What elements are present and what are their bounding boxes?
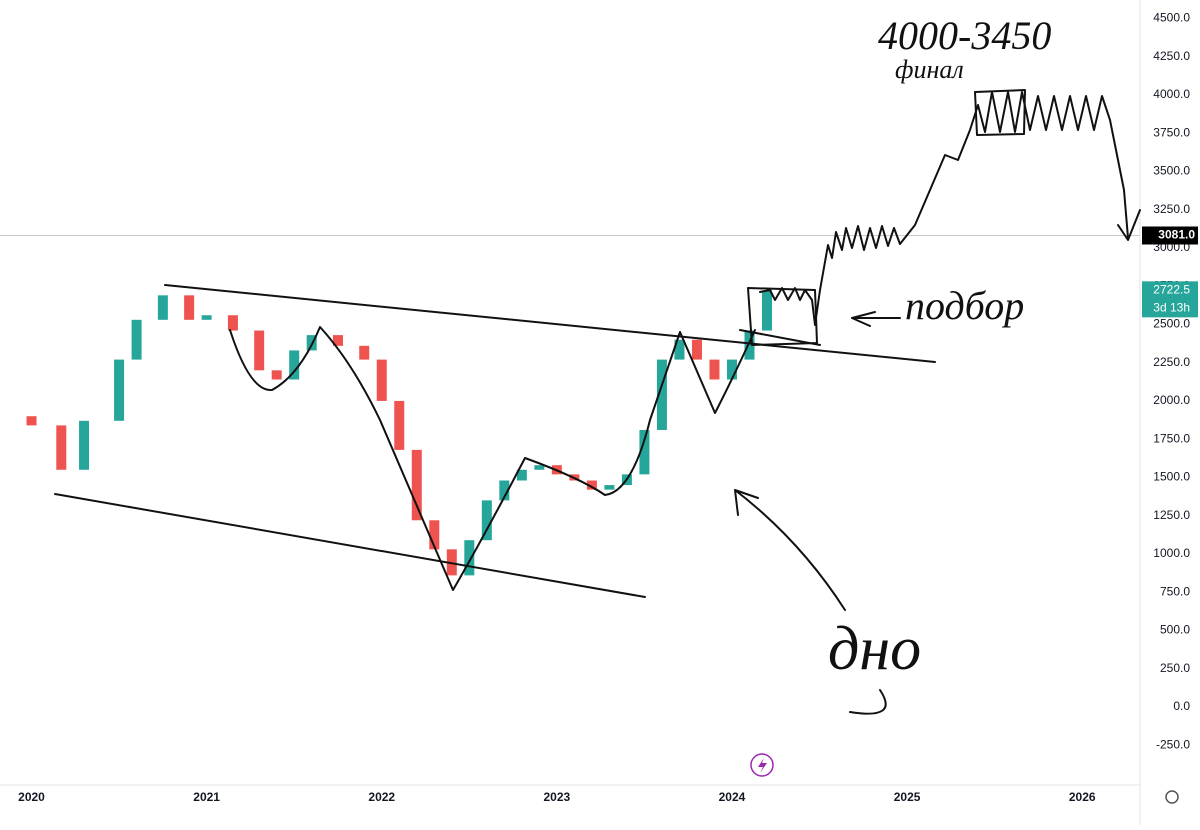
annotation: подбор [905, 283, 1024, 328]
y-tick-label: 3750.0 [1153, 125, 1190, 139]
last-price-box [1142, 281, 1198, 318]
price-label: 3081.0 [1158, 228, 1195, 242]
candle [429, 520, 440, 550]
projection-path [759, 91, 1129, 326]
x-tick-label: 2025 [894, 790, 921, 804]
candle [227, 315, 238, 331]
candle [201, 315, 212, 320]
y-tick-label: 3250.0 [1153, 202, 1190, 216]
candle [114, 359, 125, 421]
candle [499, 480, 510, 501]
box [747, 287, 818, 346]
candle [56, 425, 67, 470]
candle [376, 359, 387, 401]
candle [481, 500, 492, 541]
x-tick-label: 2021 [193, 790, 220, 804]
candle [332, 335, 343, 346]
y-tick-label: 2250.0 [1153, 355, 1190, 369]
candle [516, 469, 527, 481]
price-label-box [1142, 226, 1198, 245]
arrow [734, 489, 846, 611]
candle [586, 480, 597, 490]
candle [271, 370, 282, 380]
box [974, 89, 1026, 136]
x-tick-label: 2020 [18, 790, 45, 804]
arrow-head [1117, 209, 1141, 241]
y-tick-label: 1500.0 [1153, 470, 1190, 484]
y-tick-label: 750.0 [1160, 584, 1190, 598]
annotation: финал [895, 55, 964, 84]
candle [726, 359, 737, 380]
y-tick-label: 3500.0 [1153, 164, 1190, 178]
y-tick-label: 1000.0 [1153, 546, 1190, 560]
x-tick-label: 2022 [368, 790, 395, 804]
arrow [851, 311, 901, 327]
settings-icon[interactable] [1165, 790, 1179, 804]
y-tick-label: 4000.0 [1153, 87, 1190, 101]
candle [604, 485, 615, 490]
stroke [739, 329, 821, 346]
y-tick-label: 0.0 [1173, 699, 1190, 713]
candle [79, 420, 90, 470]
candle [691, 339, 702, 360]
y-tick-label: -250.0 [1156, 737, 1190, 751]
y-tick-label: 4250.0 [1153, 49, 1190, 63]
x-tick-label: 2023 [544, 790, 571, 804]
x-tick-label: 2026 [1069, 790, 1096, 804]
y-tick-label: 500.0 [1160, 623, 1190, 637]
wave-path [229, 326, 756, 591]
candle [762, 290, 773, 331]
candle [289, 350, 300, 380]
candle [656, 359, 667, 430]
candle [464, 540, 475, 576]
candle [411, 449, 422, 521]
last-price-label: 2722.5 [1153, 283, 1190, 297]
countdown-label: 3d 13h [1153, 301, 1190, 315]
lightning-glyph [758, 758, 767, 773]
trend-line [54, 493, 646, 598]
hand-drawings [54, 89, 1141, 715]
y-tick-label: 4500.0 [1153, 11, 1190, 25]
candle [709, 359, 720, 380]
lightning-icon[interactable] [750, 753, 774, 777]
candle [534, 465, 545, 470]
candle [131, 319, 142, 360]
candle [26, 416, 37, 426]
candle [674, 339, 685, 360]
trend-line [164, 284, 936, 363]
candle [394, 400, 405, 450]
candle [157, 295, 168, 320]
y-tick-label: 2000.0 [1153, 393, 1190, 407]
x-tick-label: 2024 [719, 790, 746, 804]
candle [184, 295, 195, 320]
y-tick-label: 250.0 [1160, 661, 1190, 675]
y-tick-label: 1750.0 [1153, 431, 1190, 445]
annotation: 4000-3450 [878, 13, 1051, 58]
y-tick-label: 1250.0 [1153, 508, 1190, 522]
candle [254, 330, 265, 371]
y-tick-label: 2500.0 [1153, 317, 1190, 331]
candle [744, 330, 755, 360]
annotation: дно [828, 615, 921, 683]
candle [639, 429, 650, 475]
candle [359, 345, 370, 360]
stroke [849, 689, 887, 715]
